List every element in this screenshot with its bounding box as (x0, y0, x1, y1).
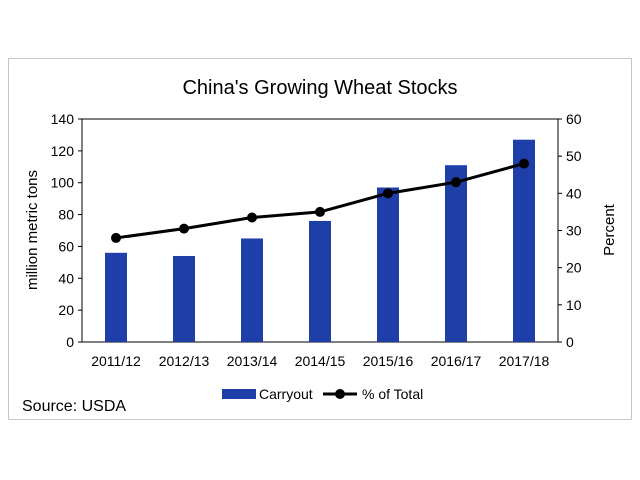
legend-carryout-swatch (222, 389, 256, 399)
y-tick-label: 100 (51, 175, 75, 191)
y-axis-ticks: 0 20 40 60 80 100 120 140 (51, 111, 82, 350)
y-tick-label: 120 (51, 143, 75, 159)
x-tick-label: 2015/16 (363, 353, 414, 369)
bar-2011-12 (105, 252, 127, 342)
line-group (111, 158, 529, 243)
y2-tick-label: 40 (566, 185, 582, 201)
y2-tick-label: 10 (566, 297, 582, 313)
y2-tick-label: 30 (566, 223, 582, 239)
bar-2014-15 (309, 220, 331, 342)
x-tick-label: 2011/12 (91, 353, 141, 369)
y-tick-label: 80 (58, 207, 74, 223)
y2-tick-label: 60 (566, 111, 582, 127)
source-note: Source: USDA (22, 398, 127, 415)
y2-axis-ticks: 0 10 20 30 40 50 60 (558, 111, 582, 350)
bar-2016-17 (445, 165, 467, 342)
y2-axis-label: Percent (601, 203, 618, 256)
percent-point-2015-16 (383, 188, 393, 199)
legend-percent-label: % of Total (362, 386, 423, 402)
y2-tick-label: 0 (566, 334, 574, 350)
bar-2015-16 (377, 187, 399, 342)
legend-percent-marker (335, 389, 345, 399)
x-axis-ticks: 2011/12 2012/13 2013/14 2014/15 2015/16 2016/… (91, 353, 549, 369)
y-axis-label: million metric tons (24, 170, 41, 290)
y-tick-label: 0 (66, 334, 74, 350)
bar-2013-14 (241, 238, 263, 342)
y-tick-label: 40 (58, 270, 74, 286)
percent-point-2012-13 (179, 223, 189, 234)
x-tick-label: 2017/18 (499, 353, 550, 369)
x-tick-label: 2013/14 (227, 353, 278, 369)
y-tick-label: 20 (58, 302, 74, 318)
y2-tick-label: 20 (566, 260, 582, 276)
percent-point-2011-12 (111, 232, 121, 243)
chart-title: China's Growing Wheat Stocks (182, 77, 457, 99)
x-tick-label: 2012/13 (159, 353, 210, 369)
percent-point-2013-14 (247, 212, 257, 223)
bars-group (105, 139, 535, 342)
legend: Carryout % of Total (222, 386, 423, 402)
percent-point-2014-15 (315, 206, 325, 217)
y2-tick-label: 50 (566, 148, 582, 164)
bar-2017-18 (513, 139, 535, 342)
y-tick-label: 60 (58, 238, 74, 254)
bar-2012-13 (173, 255, 195, 342)
x-tick-label: 2016/17 (431, 353, 482, 369)
percent-point-2017-18 (519, 158, 529, 169)
legend-carryout-label: Carryout (259, 386, 313, 402)
percent-point-2016-17 (451, 177, 461, 188)
x-tick-label: 2014/15 (295, 353, 346, 369)
y-tick-label: 140 (51, 111, 75, 127)
